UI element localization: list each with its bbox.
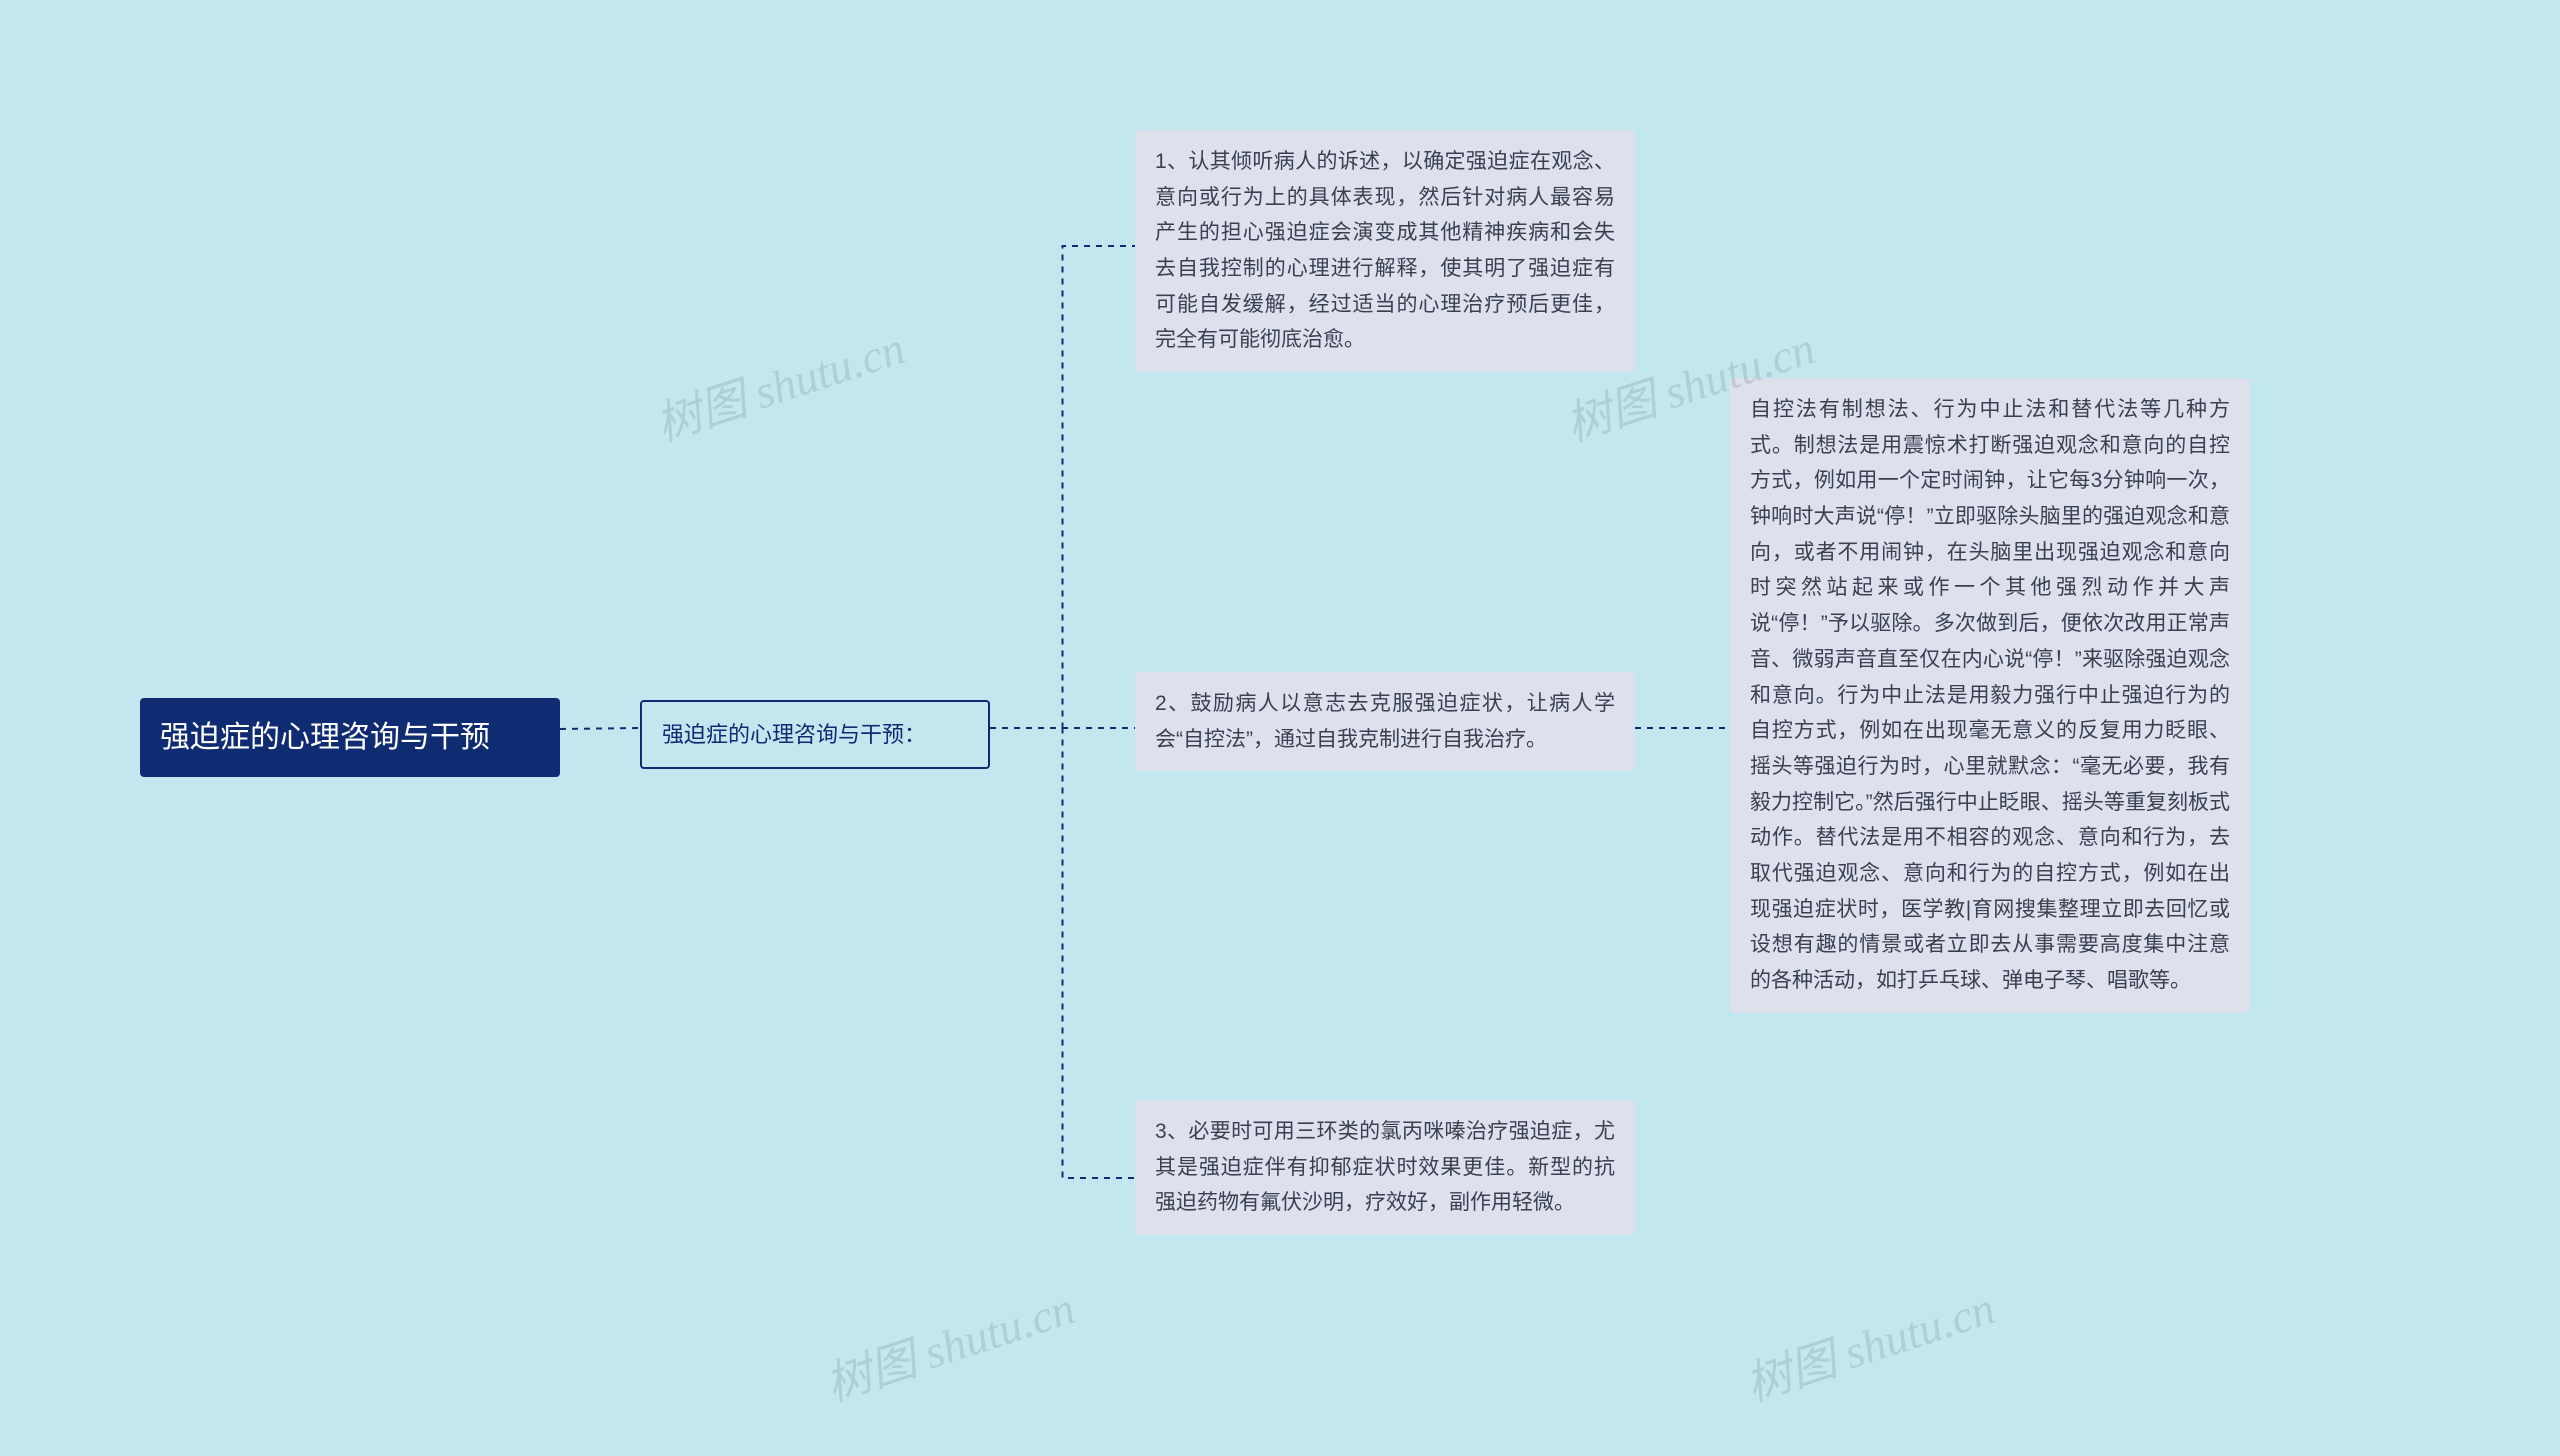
watermark: 树图 shutu.cn: [816, 1272, 1082, 1415]
leaf-node-3[interactable]: 3、必要时可用三环类的氯丙咪嗪治疗强迫症，尤其是强迫症伴有抑郁症状时效果更佳。新…: [1135, 1100, 1635, 1235]
root-node[interactable]: 强迫症的心理咨询与干预: [140, 698, 560, 777]
leaf-node-2[interactable]: 2、鼓励病人以意志去克服强迫症状，让病人学会“自控法”，通过自我克制进行自我治疗…: [1135, 672, 1635, 771]
watermark: 树图 shutu.cn: [646, 312, 912, 455]
level1-node[interactable]: 强迫症的心理咨询与干预：: [640, 700, 990, 769]
mindmap-canvas: 强迫症的心理咨询与干预 强迫症的心理咨询与干预： 1、认其倾听病人的诉述，以确定…: [0, 0, 2560, 1456]
watermark: 树图 shutu.cn: [1736, 1272, 2002, 1415]
leaf-node-1[interactable]: 1、认其倾听病人的诉述，以确定强迫症在观念、意向或行为上的具体表现，然后针对病人…: [1135, 130, 1635, 372]
detail-node[interactable]: 自控法有制想法、行为中止法和替代法等几种方式。制想法是用震惊术打断强迫观念和意向…: [1730, 378, 2250, 1013]
